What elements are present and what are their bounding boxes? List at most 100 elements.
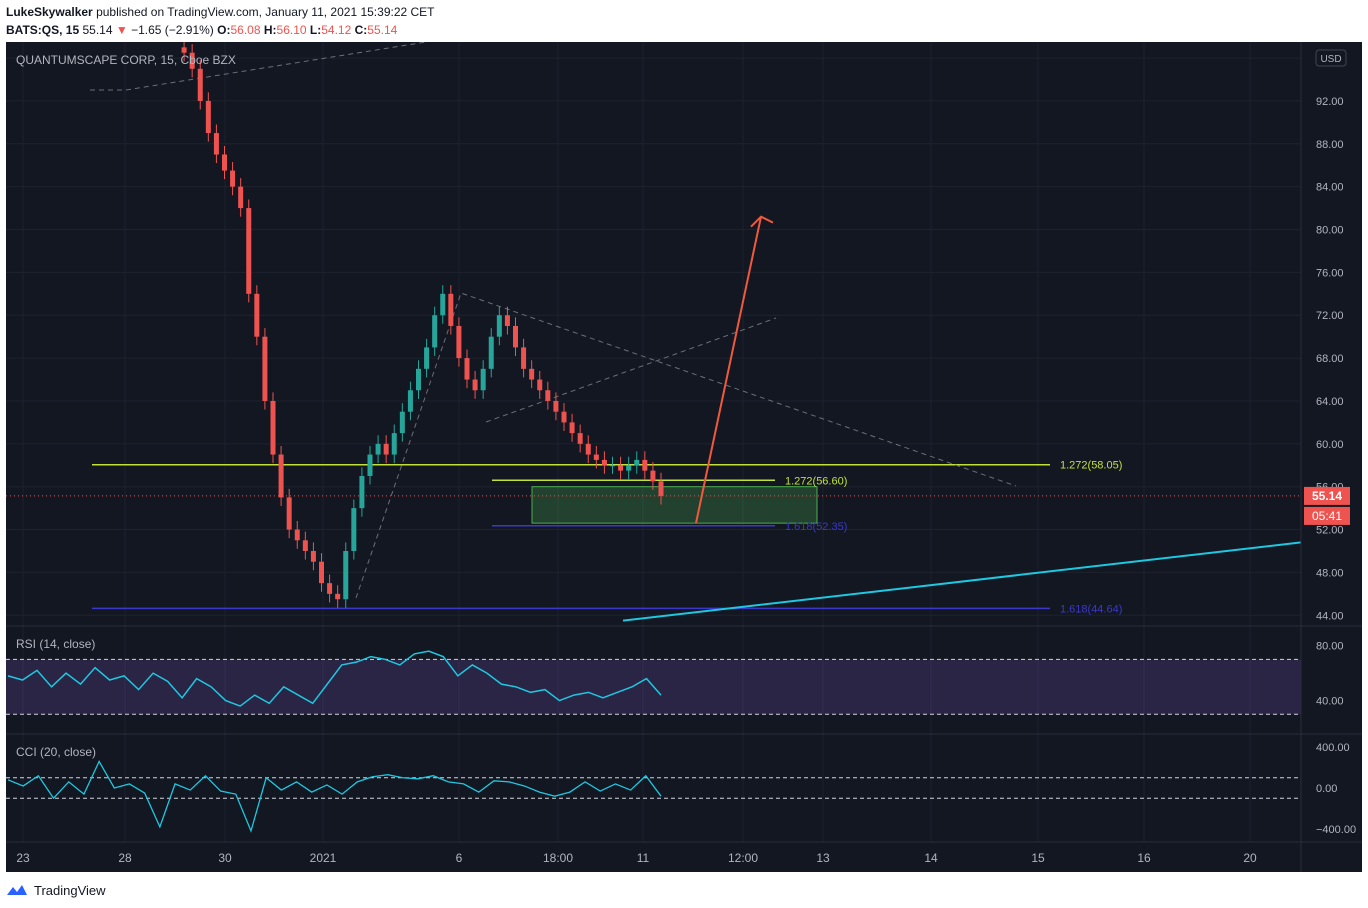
brand-name[interactable]: TradingView [34,882,106,898]
candle-body [205,100,211,134]
y-tick-label: 68.00 [1316,353,1344,365]
y-tick-label: 80.00 [1316,225,1344,237]
candle-body [618,465,624,471]
fib-level-label: 1.618(44.64) [1060,603,1122,615]
candle-body [610,465,615,467]
candle-body [601,459,607,466]
candle-body [626,465,632,471]
candle-body [407,390,413,412]
candle-body [262,336,268,401]
candle-body [529,368,535,380]
last-price: 55.14 [82,23,113,37]
countdown-tag-bg [1304,506,1350,525]
candle-body [569,422,575,434]
cci-pane [6,760,1301,833]
candle-body [270,400,276,455]
y-tick-label: 52.00 [1316,525,1344,537]
fib-level-label: 1.272(56.60) [785,475,847,487]
candle-body [488,336,494,369]
x-tick-label: 13 [816,851,830,865]
x-tick-label: 15 [1031,851,1045,865]
open-label: O: [217,23,231,37]
cci-line [7,760,662,833]
x-tick-label: 2021 [310,851,337,865]
y-tick-label: 72.00 [1316,310,1344,322]
candle-body [302,540,308,551]
y-tick-label: 76.00 [1316,267,1344,279]
candle-body [537,379,543,391]
publish-info: published on TradingView.com, January 11… [96,5,435,19]
candle-body [343,550,349,600]
x-tick-label: 30 [218,851,232,865]
down-arrow-icon: ▼ [115,23,128,37]
author-name[interactable]: LukeSkywalker [6,5,93,19]
low-label: L: [309,23,322,37]
y-tick-label: 48.00 [1316,567,1344,579]
axes: 2328302021618:001112:00131415162096.0092… [6,42,1362,872]
candle-body [294,529,300,541]
candle-body [585,443,591,455]
candle-body [213,133,219,155]
high-label: H: [263,23,277,37]
rsi-title: RSI (14, close) [16,637,95,651]
rsi-pane [6,650,1301,715]
open-value: 56.08 [230,23,261,37]
candle-body [391,433,397,455]
candle-body [642,459,648,471]
fib-level-label: 1.272(58.05) [1060,460,1122,472]
currency-badge[interactable]: USD [1315,49,1347,67]
y-tick-label: 60.00 [1316,439,1344,451]
candle-body [238,186,244,209]
candle-body [504,315,510,326]
candle-body [383,443,389,455]
y-tick-label: 92.00 [1316,96,1344,108]
candle-body [496,315,502,337]
candle-body [351,508,357,551]
candle-body [254,293,260,337]
price-change: −1.65 (−2.91%) [131,23,214,37]
candle-body [230,170,236,187]
x-tick-label: 14 [924,851,938,865]
x-tick-label: 16 [1137,851,1151,865]
x-tick-label: 11 [637,851,650,865]
x-tick-label: 23 [16,851,30,865]
candle-body [440,293,446,316]
symbol-bar: BATS:QS, 15 55.14 ▼ −1.65 (−2.91%) O:56.… [6,22,397,38]
candle-body [335,593,341,600]
target-zone [531,486,818,524]
candle-body [577,433,583,444]
main-chart-title: QUANTUMSCAPE CORP, 15, Cboe BZX [16,53,236,67]
candle-body [246,208,252,294]
candle-body [456,325,462,359]
price-tag-bg [1304,486,1350,505]
candle-body [327,583,333,594]
pattern-dash-line [485,317,777,423]
candle-body [181,47,187,53]
current-price-tag: 55.14 [1312,489,1342,503]
y-tick-label: 44.00 [1316,610,1344,622]
candle-body [359,475,365,509]
pattern-dash-line [355,292,1017,599]
grid [6,42,1301,842]
candle-body [593,454,599,460]
chart-canvas[interactable]: 1.272(58.05) 1.272(56.60) 1.618(52.35) 1.61… [6,42,1362,872]
candle-body [197,68,203,101]
countdown-tag: 05:41 [1312,509,1342,523]
chart-container[interactable]: 1.272(58.05) 1.272(56.60) 1.618(52.35) 1.61… [6,42,1362,872]
candle-body [286,497,292,530]
candle-body [424,347,430,369]
candle-body [650,470,656,482]
symbol-name: BATS:QS, 15 [6,23,80,37]
close-value: 55.14 [367,23,398,37]
candle-body [472,379,478,391]
candle-body [553,400,559,412]
y-tick-label: 88.00 [1316,139,1344,151]
candle-body [319,561,324,584]
low-value: 54.12 [321,23,352,37]
x-tick-label: 6 [456,851,463,865]
candle-body [189,52,195,69]
x-tick-label: 18:00 [543,851,573,865]
currency-label: USD [1320,54,1341,65]
pattern-dash-line [90,42,427,91]
candle-body [545,390,551,401]
